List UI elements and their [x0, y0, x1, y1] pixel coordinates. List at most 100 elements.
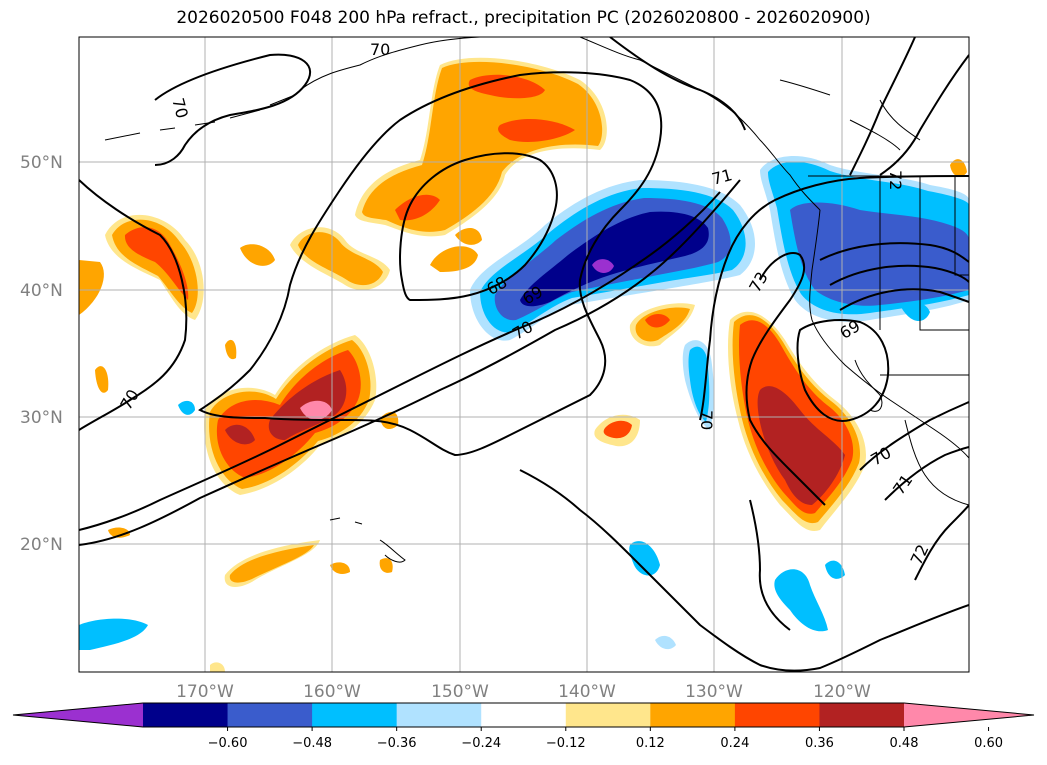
colorbar-extend-high — [904, 703, 1034, 727]
shade-orange-blob-3 — [225, 339, 237, 360]
colorbar-tick-label: 0.60 — [974, 736, 1003, 751]
contour-72-se — [914, 504, 969, 581]
shade-orange-mid — [298, 232, 383, 286]
chart-title: 2026020500 F048 200 hPa refract., precip… — [176, 8, 871, 28]
lat-labels: 50°N 40°N 30°N 20°N — [20, 153, 63, 555]
colorbar: −0.60 −0.48 −0.36 −0.24 −0.12 0.12 0.24 0.36 0.4… — [12, 702, 1035, 751]
shade-redorange-north-2 — [498, 118, 575, 142]
shade-sky-blob-6 — [655, 635, 676, 650]
lon-labels: 170°W 160°W 150°W 140°W 130°W 120°W — [176, 682, 871, 702]
lat-label: 30°N — [20, 408, 63, 428]
shade-orange-blob-1 — [240, 244, 275, 266]
lat-label: 20°N — [20, 535, 63, 555]
shade-sky-blob-5 — [178, 400, 195, 415]
coast-west-us — [809, 209, 969, 459]
coast-hawaii — [329, 517, 406, 563]
lon-label: 140°W — [558, 682, 616, 702]
colorbar-swatch — [650, 703, 736, 727]
shade-orange-ne — [950, 159, 967, 177]
shade-orange-blob-2 — [95, 366, 109, 393]
shade-orange-north — [362, 61, 603, 232]
colorbar-swatch — [565, 703, 651, 727]
shade-orange-edge — [79, 260, 104, 315]
colorbar-tick-label: −0.24 — [461, 736, 501, 751]
colorbar-swatch — [227, 703, 313, 727]
lon-label: 130°W — [685, 682, 743, 702]
shade-redorange-west — [124, 227, 189, 300]
shade-orange-20n — [108, 527, 130, 538]
shade-orange-small-2 — [455, 228, 482, 245]
shade-darkred-cal — [757, 386, 845, 505]
lat-label: 50°N — [20, 153, 63, 173]
colorbar-tick-label: 0.48 — [890, 736, 919, 751]
lon-label: 120°W — [813, 682, 871, 702]
coast-mexico — [904, 419, 969, 506]
shade-pink-30n — [300, 400, 332, 420]
contour-72-2 — [829, 264, 969, 286]
contour-label: 70 — [697, 410, 716, 430]
colorbar-swatch — [312, 703, 398, 727]
colorbar-swatch — [734, 703, 820, 727]
shade-sky-blob-1 — [629, 541, 660, 576]
colorbar-swatch — [143, 703, 229, 727]
contour-69 — [79, 191, 721, 531]
shade-darkred-30n-2 — [225, 424, 255, 445]
contour-trough-2 — [745, 252, 826, 506]
shade-sky-blob-2 — [774, 569, 828, 632]
contour-70-main — [79, 179, 741, 546]
colorbar-swatch — [819, 703, 905, 727]
shade-sky-trough — [688, 346, 710, 422]
contour-trough — [519, 469, 969, 672]
map-content: 70 70 70 68 69 70 71 69 70 71 72 72 70 7… — [79, 37, 969, 672]
colorbar-extend-low — [13, 703, 143, 727]
shade-sky-near-coast — [900, 301, 930, 322]
contour-label: 72 — [886, 170, 905, 190]
contour-71-cal — [749, 499, 791, 631]
shade-sky-blob-4 — [79, 618, 148, 650]
colorbar-tick-label: −0.12 — [546, 736, 586, 751]
contour-70-se — [859, 401, 969, 471]
contour-label: 70 — [370, 40, 390, 59]
colorbar-outline — [12, 702, 1035, 728]
colorbar-swatch — [481, 703, 567, 727]
contour-72-ne — [879, 54, 969, 176]
shade-yellow-bottom — [210, 662, 225, 672]
coast-baja — [854, 359, 883, 412]
shade-orange-sw — [229, 545, 314, 583]
shade-yellow-small-2 — [379, 558, 393, 573]
contour-label: 71 — [710, 165, 735, 189]
shade-redorange-28n — [603, 420, 632, 439]
shade-yellow-small-1 — [330, 562, 350, 574]
lat-label: 40°N — [20, 281, 63, 301]
contour-label: 70 — [168, 96, 192, 121]
colorbar-tick-label: 0.36 — [805, 736, 834, 751]
colorbar-tick-label: −0.60 — [208, 736, 248, 751]
map-frame — [78, 36, 970, 673]
contour-71-se — [884, 446, 969, 501]
contour-68 — [399, 152, 558, 302]
lon-label: 150°W — [431, 682, 489, 702]
contour-71-ne — [849, 37, 916, 176]
colorbar-tick-label: −0.48 — [292, 736, 332, 751]
colorbar-tick-label: 0.24 — [720, 736, 749, 751]
refract-contours — [79, 37, 969, 672]
colorbar-tick-label: 0.12 — [636, 736, 665, 751]
border-states-3 — [954, 176, 969, 276]
contour-70-loop — [198, 71, 663, 457]
contour-loop-sw — [796, 319, 890, 422]
contour-72-3 — [839, 288, 969, 311]
contour-72-1 — [819, 242, 969, 263]
colorbar-swatch — [396, 703, 482, 727]
shade-redorange-37n — [645, 314, 670, 328]
border-states-2 — [919, 176, 969, 331]
lon-label: 170°W — [176, 682, 234, 702]
shade-redorange-north-1 — [468, 74, 545, 99]
coast-aleutians — [104, 94, 296, 141]
contour-70-nw — [609, 37, 746, 131]
shade-navy-main — [520, 211, 709, 307]
colorbar-tick-label: −0.36 — [377, 736, 417, 751]
contour-71 — [699, 175, 969, 421]
contour-70-west — [79, 179, 188, 431]
lon-label: 160°W — [303, 682, 361, 702]
shade-orange-small-1 — [430, 246, 478, 272]
